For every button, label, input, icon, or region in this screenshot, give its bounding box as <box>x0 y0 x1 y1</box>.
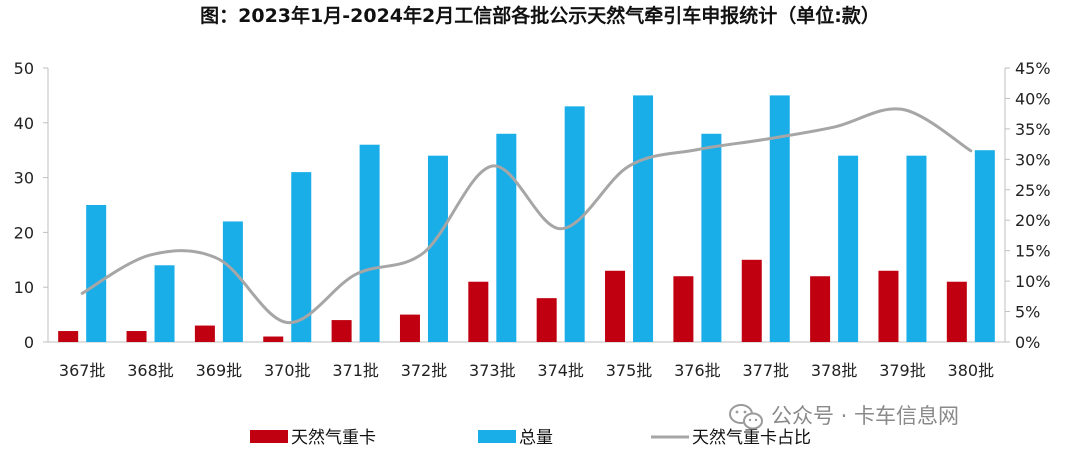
bar-gas-trucks <box>810 276 831 342</box>
legend-label-ratio: 天然气重卡占比 <box>692 428 811 448</box>
x-tick-label: 380批 <box>948 361 995 380</box>
y-right-tick-label: 10% <box>1015 272 1051 291</box>
bar-total <box>838 155 859 342</box>
x-tick-label: 374批 <box>537 361 584 380</box>
y-left-tick-label: 50 <box>14 59 34 78</box>
y-right-tick-label: 0% <box>1015 333 1040 352</box>
bar-total <box>769 95 790 343</box>
bar-gas-trucks <box>605 270 626 342</box>
legend-label-gas-trucks: 天然气重卡 <box>291 428 376 448</box>
x-tick-label: 368批 <box>127 361 174 380</box>
x-tick-label: 379批 <box>879 361 926 380</box>
bar-gas-trucks <box>126 331 147 342</box>
bar-total <box>974 150 995 342</box>
bar-gas-trucks <box>468 281 489 342</box>
bar-total <box>427 155 448 342</box>
x-tick-label: 377批 <box>742 361 789 380</box>
wechat-icon <box>729 404 763 430</box>
bars <box>58 95 995 343</box>
y-left-tick-label: 40 <box>14 114 34 133</box>
bar-total <box>359 144 380 342</box>
x-tick-label: 372批 <box>401 361 448 380</box>
legend: 天然气重卡 总量 天然气重卡占比 <box>250 428 811 448</box>
line-gas-truck-share <box>80 107 973 325</box>
y-right-tick-label: 15% <box>1015 242 1051 261</box>
x-tick-label: 371批 <box>332 361 379 380</box>
bar-total <box>291 172 312 342</box>
bar-total <box>496 133 517 342</box>
bar-gas-trucks <box>58 331 79 342</box>
bar-total <box>222 221 243 342</box>
bar-gas-trucks <box>331 320 352 342</box>
y-right-tick-label: 30% <box>1015 150 1051 169</box>
y-right-tick-label: 45% <box>1015 59 1051 78</box>
y-right-tick-label: 25% <box>1015 181 1051 200</box>
watermark: 公众号 · 卡车信息网 <box>729 404 959 430</box>
y-right-tick-label: 35% <box>1015 120 1051 139</box>
bar-total <box>701 133 722 342</box>
bar-gas-trucks <box>878 270 899 342</box>
y-right-tick-label: 40% <box>1015 89 1051 108</box>
y-left-tick-label: 30 <box>14 169 34 188</box>
ratio-line <box>80 107 973 325</box>
bar-gas-trucks <box>194 325 215 342</box>
x-tick-label: 373批 <box>469 361 516 380</box>
legend-label-total: 总量 <box>519 428 553 448</box>
axes: 0 10 20 30 40 50 0% 5% 10% 15% 20% 25% 30% 35% 40% 45% 3… <box>14 59 1051 380</box>
bar-total <box>154 265 175 342</box>
x-tick-label: 378批 <box>811 361 858 380</box>
legend-swatch-total <box>478 430 516 443</box>
bar-gas-trucks <box>673 276 694 342</box>
bar-total <box>633 95 654 343</box>
x-tick-label: 367批 <box>59 361 106 380</box>
chart-title: 图：2023年1月-2024年2月工信部各批公示天然气牵引车申报统计（单位:款） <box>200 4 880 27</box>
bar-gas-trucks <box>263 336 284 342</box>
y-left-tick-label: 10 <box>14 278 34 297</box>
y-left-tick-label: 20 <box>14 223 34 242</box>
bar-gas-trucks <box>536 298 557 342</box>
x-tick-label: 370批 <box>264 361 311 380</box>
y-right-tick-label: 5% <box>1015 303 1040 322</box>
bar-gas-trucks <box>399 314 420 342</box>
x-tick-label: 376批 <box>674 361 721 380</box>
bar-gas-trucks <box>946 281 967 342</box>
bar-total <box>86 205 107 342</box>
y-right-tick-label: 20% <box>1015 211 1051 230</box>
x-tick-label: 369批 <box>196 361 243 380</box>
legend-swatch-gas-trucks <box>250 430 288 443</box>
bar-total <box>906 155 927 342</box>
x-tick-label: 375批 <box>606 361 653 380</box>
watermark-text: 公众号 · 卡车信息网 <box>771 404 959 428</box>
y-left-tick-label: 0 <box>24 333 34 352</box>
bar-gas-trucks <box>741 259 762 342</box>
